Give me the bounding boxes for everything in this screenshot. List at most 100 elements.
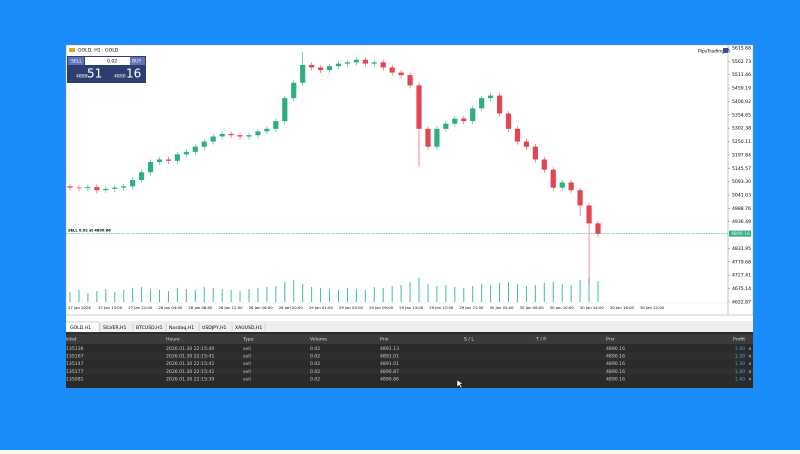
close-button[interactable]: × xyxy=(748,361,752,367)
volume-bar xyxy=(320,288,322,302)
volume-bar xyxy=(248,289,250,302)
volume-bar xyxy=(364,290,366,302)
volume-bar xyxy=(373,287,375,302)
candle-body xyxy=(255,131,261,136)
candle-body xyxy=(237,135,243,137)
volume-bar xyxy=(597,281,599,302)
column-header: T / P xyxy=(535,337,546,343)
tab[interactable]: XAUUSD,H1 xyxy=(235,325,262,331)
x-tick-label: 30 Jan 10:00 xyxy=(550,305,575,310)
candle-body xyxy=(335,63,342,67)
y-tick-label: 5197.84 xyxy=(732,152,751,158)
candle-body xyxy=(452,118,458,124)
table-row xyxy=(66,367,753,375)
y-tick-label: 5250.11 xyxy=(732,139,751,145)
candle-body xyxy=(165,159,172,161)
volume-bar xyxy=(561,284,563,302)
candle-body xyxy=(470,108,476,122)
volume-box[interactable] xyxy=(85,57,130,65)
table-cell: 4891.01 xyxy=(380,361,399,367)
candle-body xyxy=(577,190,583,206)
table-cell: 1.30 xyxy=(735,361,745,367)
tab[interactable]: USDJPY,H1 xyxy=(202,325,227,331)
volume-bar xyxy=(579,280,581,302)
volume-bar xyxy=(499,283,501,302)
volume-bar xyxy=(534,285,536,302)
y-tick-label: 4727.41 xyxy=(732,273,751,279)
volume-bar xyxy=(221,289,223,302)
close-button[interactable]: × xyxy=(748,369,752,375)
volume-bar xyxy=(167,291,169,302)
volume-bar xyxy=(275,286,277,302)
volume-bar xyxy=(284,282,286,302)
table-cell: 2026.01.30 22:15:41 xyxy=(166,361,214,367)
close-button[interactable]: × xyxy=(748,354,752,360)
candle-body xyxy=(130,179,136,187)
candle-body xyxy=(398,72,404,76)
volume-bar xyxy=(212,288,214,302)
volume-bar xyxy=(176,288,178,302)
sell-button[interactable] xyxy=(68,57,84,65)
volume-bar xyxy=(463,288,465,302)
candle-body xyxy=(112,187,118,189)
volume-bar xyxy=(588,278,590,302)
tab[interactable]: SILVER,H1 xyxy=(103,325,126,331)
table-cell: 135136 xyxy=(66,346,84,352)
volume-bar xyxy=(311,287,313,302)
sell-price-big: 51 xyxy=(87,67,102,81)
price-tag-label: 4890.16 xyxy=(731,231,750,237)
candle-body xyxy=(344,62,351,64)
column-header: Prix xyxy=(606,337,615,343)
volume-bar xyxy=(158,290,160,302)
table-cell: 4890.16 xyxy=(606,361,625,367)
candle-body xyxy=(389,67,395,73)
candle-body xyxy=(523,141,530,147)
volume-bar xyxy=(508,282,510,302)
volume-bar xyxy=(302,284,304,302)
tabs: GOLD,H1 SILVER,H1 BTCUSD,H1 Nasdaq,H1 USDJPY… xyxy=(65,321,266,333)
candle-body xyxy=(246,135,252,137)
y-tick-label: 5406.92 xyxy=(732,99,751,105)
candle-body xyxy=(85,187,91,189)
x-tick-label: 28 Jan 16:00 xyxy=(249,305,274,310)
volume-bar xyxy=(239,291,241,302)
close-button[interactable]: × xyxy=(748,346,752,352)
tab[interactable]: Nasdaq,H1 xyxy=(169,325,194,331)
candle-body xyxy=(201,141,207,147)
volume-bar xyxy=(472,286,474,302)
table-cell: 1.40 xyxy=(735,346,745,352)
close-button[interactable]: × xyxy=(748,376,752,382)
volume-bar xyxy=(525,286,527,302)
candle-body xyxy=(219,133,225,137)
table-cell: 0.02 xyxy=(310,369,320,375)
volume-bar xyxy=(132,288,134,302)
volume-bar xyxy=(355,289,357,302)
candle-body xyxy=(488,95,494,99)
column-header: Ticket xyxy=(62,337,77,343)
y-tick-label: 5615.68 xyxy=(732,46,751,52)
buy-button[interactable] xyxy=(130,57,145,65)
candle-body xyxy=(353,59,359,63)
tab[interactable]: GOLD,H1 xyxy=(70,325,91,331)
volume-bar xyxy=(570,285,572,302)
table-cell: sell xyxy=(243,376,251,382)
sell-price-small: 4889 xyxy=(76,74,88,80)
candle-body xyxy=(541,159,547,170)
volume-bar xyxy=(427,284,429,302)
volume-bar xyxy=(105,289,107,302)
candle-body xyxy=(595,223,601,234)
trade-table: Ticket Heure Type Volume Prix S / L T / P Prix P… xyxy=(57,333,753,389)
table-cell: 1.40 xyxy=(735,369,745,375)
tab[interactable]: BTCUSD,H1 xyxy=(136,325,163,331)
table-cell: 0.02 xyxy=(310,346,320,352)
candle-body xyxy=(291,82,297,99)
y-tick-label: 4936.49 xyxy=(732,219,751,225)
volume-bar xyxy=(185,289,187,302)
ea-icon xyxy=(723,48,728,53)
table-cell: 135147 xyxy=(66,361,84,367)
table-cell: sell xyxy=(243,346,251,352)
x-tick-label: 28 Jan 04:00 xyxy=(158,305,183,310)
x-tick-label: 27 Jan 21:00 xyxy=(128,305,153,310)
chart-title: GOLD, H1 : GOLD xyxy=(78,48,119,54)
candle-body xyxy=(496,95,503,114)
